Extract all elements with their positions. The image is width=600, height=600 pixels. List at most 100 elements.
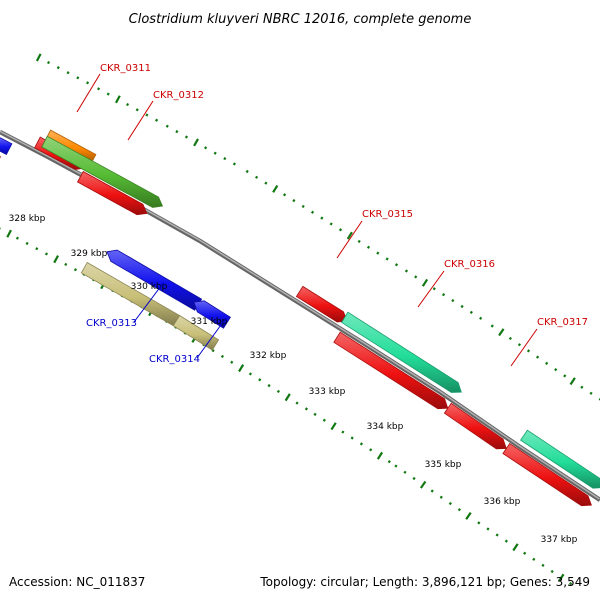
tick-mark [175, 130, 179, 134]
reverse-cds-left-edge-body [0, 137, 13, 156]
forward-cds-ckr0316-body [333, 331, 449, 410]
gene-green-ckr0312[interactable] [41, 135, 164, 208]
tick-mark [535, 355, 540, 359]
tick-mark [439, 495, 443, 499]
tick-mark [44, 252, 48, 256]
gene-label-text[interactable]: CKR_0317 [537, 317, 588, 328]
tick-mark [211, 349, 215, 353]
gene-label-ckr-0313[interactable]: CKR_0313 [86, 281, 165, 329]
tick-mark [486, 527, 490, 531]
reverse-cds-left-edge[interactable] [0, 137, 13, 156]
tick-mark [245, 169, 249, 174]
leader-line [417, 270, 445, 308]
kbp-label: 329 kbp [71, 249, 108, 259]
tick-mark [292, 199, 296, 203]
gene-label-text[interactable]: CKR_0314 [149, 354, 200, 365]
tick-mark [403, 470, 407, 474]
tick-marks [0, 53, 600, 586]
tick-mark [563, 374, 567, 378]
gene-green-ckr0312-body [41, 135, 164, 208]
gene-labels[interactable]: CKR_0311 CKR_0312 CKR_0313 CKR_0314 CKR_0315… [76, 63, 588, 367]
tick-mark [106, 92, 110, 96]
tick-mark [490, 324, 494, 328]
gene-features[interactable] [0, 129, 600, 507]
tick-mark [421, 278, 429, 287]
gene-label-text[interactable]: CKR_0312 [153, 90, 204, 101]
tick-mark [545, 361, 549, 365]
tick-mark [414, 275, 418, 279]
tick-mark [419, 480, 427, 489]
tick-mark [184, 135, 189, 139]
tick-mark [532, 557, 536, 561]
kbp-label: 331 kbp [191, 317, 228, 327]
forward-cds-right-edge[interactable] [502, 443, 592, 507]
gene-label-ckr-0312[interactable]: CKR_0312 [127, 90, 204, 141]
tick-mark [580, 385, 584, 389]
tick-mark [350, 436, 354, 440]
tick-mark [387, 460, 391, 464]
tick-mark [338, 228, 343, 232]
forward-cds-2[interactable] [76, 170, 148, 216]
gene-label-ckr-0316[interactable]: CKR_0316 [417, 259, 495, 308]
gene-label-ckr-0314[interactable]: CKR_0314 [149, 317, 227, 365]
tick-mark [145, 113, 149, 117]
tick-mark [512, 543, 519, 552]
tick-mark [508, 336, 512, 341]
leader-line [336, 220, 363, 259]
forward-cds-ckr0317[interactable] [443, 402, 507, 450]
tick-mark [230, 360, 234, 364]
tick-mark [155, 118, 159, 122]
tick-mark [329, 222, 333, 226]
map-title: Clostridium kluyveri NBRC 12016, complet… [129, 12, 472, 27]
tick-mark [115, 95, 121, 104]
gene-pink-left-edge[interactable] [0, 153, 2, 167]
gene-label-text[interactable]: CKR_0311 [100, 63, 151, 74]
tick-mark [248, 372, 252, 376]
tick-mark [479, 316, 483, 320]
tick-mark [568, 582, 573, 586]
tick-mark [550, 569, 554, 574]
tick-mark [495, 533, 499, 537]
tick-mark [569, 377, 576, 386]
tick-mark [394, 263, 399, 267]
forward-cds-2-body [76, 170, 148, 216]
genome-backbone [0, 130, 600, 502]
tick-mark [366, 245, 371, 249]
tick-mark [346, 231, 353, 240]
rrna-ckr0316-body [341, 311, 462, 393]
tick-mark [301, 204, 305, 209]
tick-mark [46, 60, 51, 65]
tick-mark [504, 539, 508, 543]
tick-mark [25, 241, 29, 246]
tick-mark [448, 501, 452, 506]
leader-line [196, 317, 227, 359]
gene-label-text[interactable]: CKR_0316 [444, 259, 495, 270]
tick-mark [357, 239, 361, 244]
gene-pink-left-edge-body [0, 155, 2, 159]
tick-mark [477, 521, 481, 525]
tick-mark [53, 255, 59, 264]
tick-mark [97, 87, 101, 91]
tick-mark [589, 391, 593, 395]
gene-label-ckr-0311[interactable]: CKR_0311 [76, 63, 151, 113]
gene-label-ckr-0317[interactable]: CKR_0317 [510, 317, 588, 367]
gene-label-text[interactable]: CKR_0313 [86, 318, 137, 329]
gene-label-ckr-0315[interactable]: CKR_0315 [336, 209, 413, 259]
tick-mark [394, 464, 398, 468]
forward-cds-ckr0316[interactable] [333, 331, 449, 410]
tick-mark [6, 229, 12, 238]
rrna-ckr0316[interactable] [341, 311, 462, 393]
tick-mark [498, 328, 505, 337]
rrna-right-edge[interactable] [520, 429, 600, 489]
forward-cds-right-edge-body [502, 443, 592, 507]
gene-label-text[interactable]: CKR_0315 [362, 209, 413, 220]
reverse-cds-small[interactable] [193, 300, 231, 329]
tick-mark [385, 257, 389, 261]
tick-mark [284, 393, 291, 402]
gene-khaki-right[interactable] [172, 314, 220, 351]
tick-mark [469, 310, 473, 314]
tick-mark [204, 146, 208, 150]
leader-line [76, 73, 101, 113]
